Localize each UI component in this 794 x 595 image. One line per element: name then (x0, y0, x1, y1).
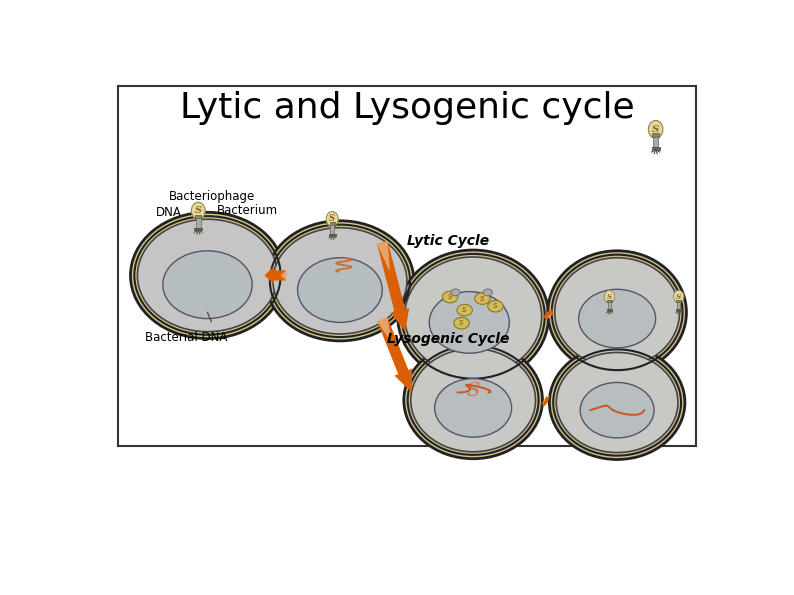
Ellipse shape (137, 219, 278, 331)
Ellipse shape (457, 304, 472, 316)
Text: S: S (493, 303, 498, 309)
Ellipse shape (579, 289, 656, 348)
Bar (196, 218, 201, 228)
Ellipse shape (555, 258, 680, 367)
Text: S: S (480, 296, 484, 302)
Text: S: S (607, 293, 612, 300)
Bar (653, 137, 658, 147)
Text: Lysogenic Cycle: Lysogenic Cycle (387, 331, 509, 346)
Polygon shape (542, 396, 546, 404)
Ellipse shape (404, 342, 542, 459)
Ellipse shape (163, 251, 252, 318)
Bar (652, 147, 660, 149)
Text: S: S (448, 294, 453, 300)
Bar (118, 86, 696, 446)
Text: S: S (676, 293, 681, 300)
Text: S: S (462, 307, 467, 313)
Polygon shape (542, 308, 554, 320)
Polygon shape (377, 317, 391, 340)
Bar (676, 309, 681, 311)
Text: S: S (460, 320, 464, 326)
Bar (607, 299, 611, 302)
Ellipse shape (326, 212, 338, 227)
Ellipse shape (549, 346, 685, 459)
Bar (330, 223, 335, 226)
Text: S: S (195, 206, 202, 215)
Bar (677, 302, 680, 309)
Polygon shape (377, 241, 390, 270)
Bar (653, 133, 659, 137)
Text: Bacteriophage: Bacteriophage (169, 190, 255, 203)
Ellipse shape (266, 221, 414, 341)
Bar (607, 302, 611, 309)
Text: S: S (652, 125, 659, 134)
Ellipse shape (673, 290, 684, 303)
Text: S: S (466, 382, 480, 400)
Ellipse shape (298, 258, 382, 322)
Bar (195, 228, 202, 230)
Text: Lytic and Lysogenic cycle: Lytic and Lysogenic cycle (179, 90, 634, 124)
Ellipse shape (130, 212, 284, 339)
Ellipse shape (475, 293, 490, 304)
Ellipse shape (548, 251, 687, 374)
Ellipse shape (488, 300, 503, 312)
Text: Bacterium: Bacterium (217, 204, 278, 217)
Ellipse shape (580, 383, 654, 438)
Text: S: S (330, 214, 335, 224)
Ellipse shape (649, 120, 663, 138)
Bar (329, 234, 336, 236)
Text: Lytic Cycle: Lytic Cycle (407, 234, 489, 248)
Polygon shape (281, 270, 286, 280)
Ellipse shape (484, 289, 492, 296)
Polygon shape (377, 317, 412, 393)
Bar (195, 215, 202, 218)
Ellipse shape (430, 292, 509, 353)
Ellipse shape (604, 290, 615, 303)
Ellipse shape (434, 378, 511, 437)
Ellipse shape (410, 349, 535, 452)
Ellipse shape (191, 202, 205, 219)
Ellipse shape (273, 228, 407, 334)
Text: Bacterial DNA: Bacterial DNA (145, 331, 227, 344)
Polygon shape (546, 312, 553, 320)
Polygon shape (542, 394, 550, 408)
Ellipse shape (398, 250, 549, 383)
Ellipse shape (442, 291, 458, 303)
Ellipse shape (454, 317, 469, 329)
Ellipse shape (405, 257, 542, 375)
Polygon shape (377, 241, 409, 331)
Polygon shape (264, 267, 286, 284)
Bar (607, 309, 612, 311)
Ellipse shape (451, 289, 460, 296)
Ellipse shape (557, 352, 678, 453)
Bar (330, 225, 334, 234)
Bar (676, 299, 681, 302)
Text: DNA: DNA (156, 206, 182, 219)
